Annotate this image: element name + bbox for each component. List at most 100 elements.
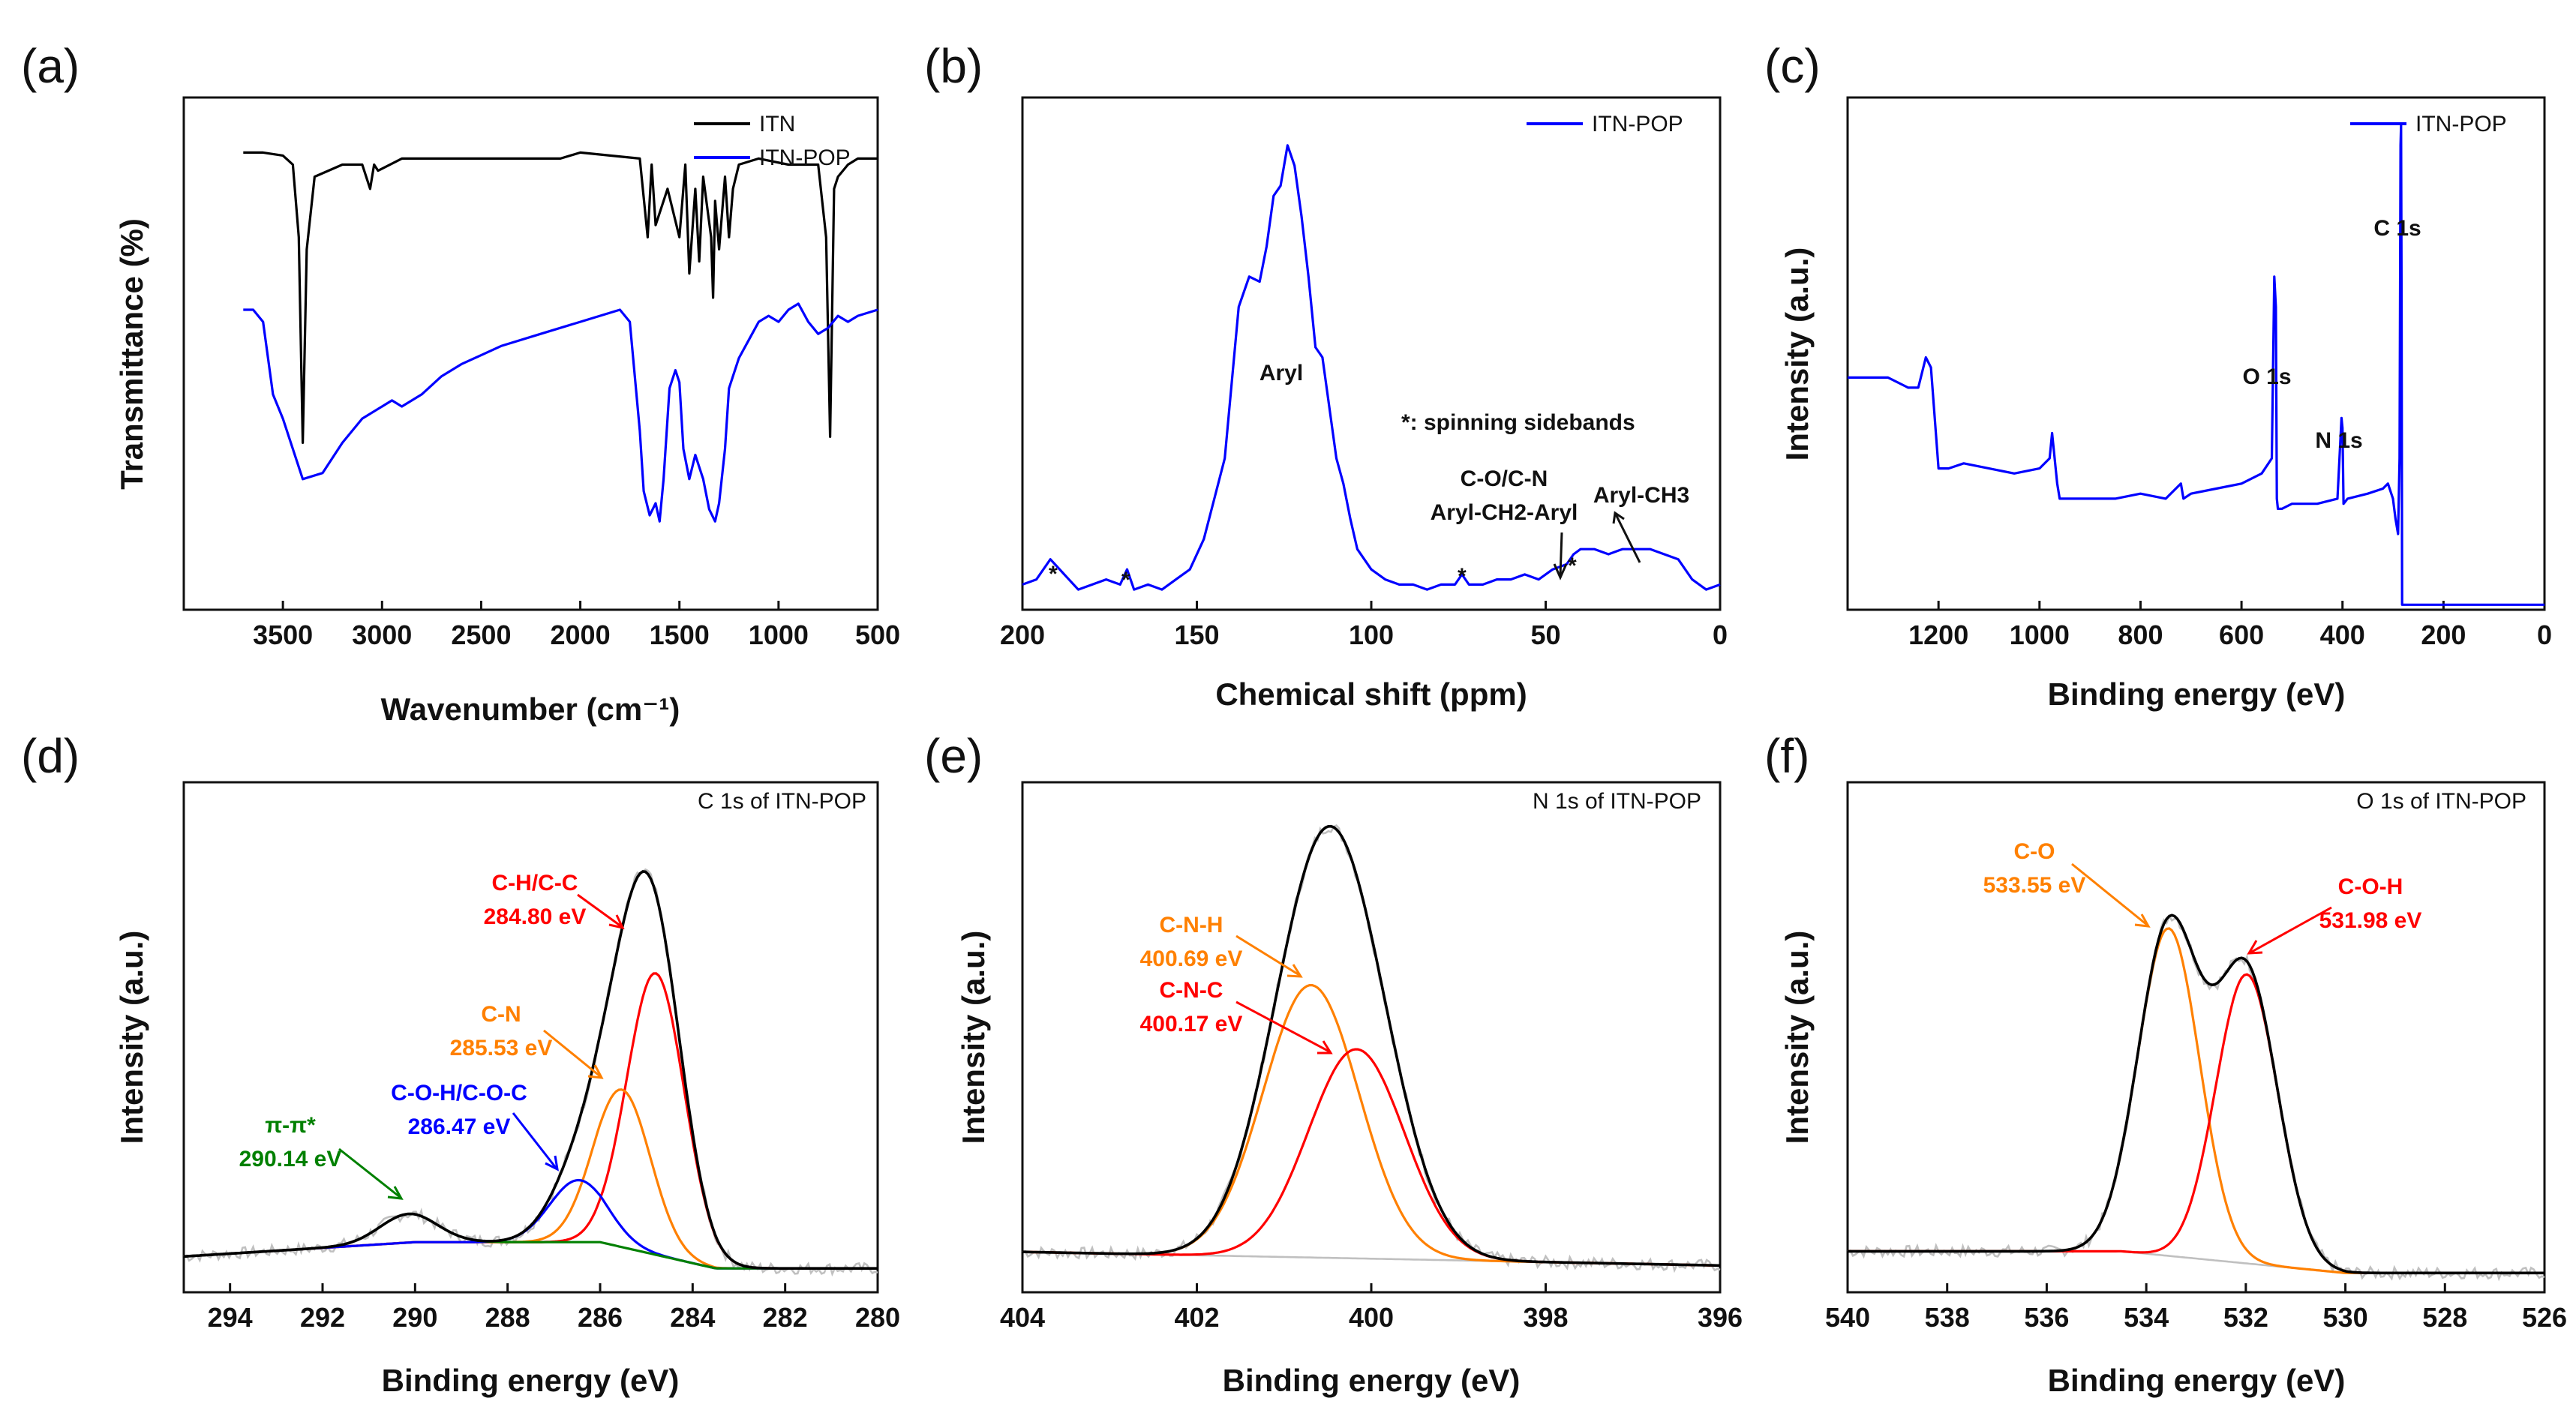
x-tick-label: 0 (2537, 620, 2552, 650)
annotation-co-cn: C-O/C-N (1461, 466, 1548, 491)
x-tick-label: 2000 (551, 620, 611, 650)
panel-label-b: (b) (924, 39, 983, 93)
arrowhead-cn (587, 1064, 604, 1079)
y-axis-label-f: Intensity (a.u.) (1779, 931, 1815, 1144)
x-tick-label: 528 (2422, 1302, 2467, 1333)
fit-envelope (1022, 824, 1720, 1268)
sideband-marker: * (1049, 562, 1058, 586)
x-tick-label: 1000 (749, 620, 809, 650)
x-tick-label: 600 (2219, 620, 2264, 650)
panel-b: (b) 200 150 100 50 0 ITN-POP Aryl *: spinnin… (924, 39, 1728, 712)
plot-frame-f (1846, 781, 2546, 1294)
x-tick-label: 200 (1000, 620, 1045, 650)
annotation-co-value: 533.55 eV (1983, 873, 2086, 898)
arrowhead-co-cn (1553, 563, 1568, 580)
x-tick-label: 1000 (2010, 620, 2070, 650)
arrow-aryl-ch3 (1614, 512, 1641, 563)
x-axis-d: 294 292 290 288 286 284 282 280 (208, 1283, 900, 1333)
peak-fits-d (183, 868, 878, 1277)
x-axis-label-a: Wavenumber (cm⁻¹) (381, 692, 680, 727)
arrow-co (2071, 862, 2148, 926)
sideband-marker: * (1121, 568, 1130, 592)
plot-frame-a (182, 96, 879, 611)
arrow-cnh (1235, 934, 1300, 976)
x-tick-label: 0 (1713, 620, 1728, 650)
experimental-trace (183, 868, 878, 1277)
annotation-pi-pi-value: 290.14 eV (239, 1147, 342, 1172)
panel-d: (d) 294 292 290 288 286 284 282 280 C 1s of ITN… (21, 729, 900, 1398)
annotation-coh-coc-value: 286.47 eV (408, 1114, 511, 1139)
series-itn-pop-line (243, 302, 878, 523)
x-tick-label: 396 (1698, 1302, 1743, 1333)
x-tick-label: 398 (1523, 1302, 1568, 1333)
series-itn-pop-survey-line (1848, 124, 2544, 606)
legend-label-c: ITN-POP (2415, 112, 2507, 136)
annotation-coh-value: 531.98 eV (2319, 908, 2422, 933)
annotation-pi-pi: π-π* (265, 1113, 316, 1138)
x-tick-label: 800 (2118, 620, 2163, 650)
arrowhead-pi-pi (387, 1186, 404, 1200)
annotation-aryl-ch3: Aryl-CH3 (1593, 483, 1689, 508)
panel-title-e: N 1s of ITN-POP (1533, 789, 1701, 814)
x-axis-label-b: Chemical shift (ppm) (1215, 676, 1527, 712)
sideband-marker: * (1568, 554, 1577, 578)
x-tick-label: 1500 (650, 620, 710, 650)
panel-title-d: C 1s of ITN-POP (698, 789, 866, 814)
legend-label-b: ITN-POP (1592, 112, 1683, 136)
annotation-aryl-ch2-aryl: Aryl-CH2-Aryl (1431, 500, 1578, 525)
arrow-cnc (1235, 1000, 1330, 1053)
annotation-ch-cc-value: 284.80 eV (484, 904, 587, 929)
x-tick-label: 100 (1349, 620, 1394, 650)
x-axis-label-d: Binding energy (eV) (382, 1363, 680, 1398)
annotation-arrows-b (1553, 511, 1641, 580)
peak-label-c1s: C 1s (2373, 216, 2421, 241)
arrowhead-aryl-ch3 (1612, 511, 1625, 524)
x-tick-label: 288 (485, 1302, 530, 1333)
series-itn-line (243, 151, 878, 444)
x-tick-label: 400 (1349, 1302, 1394, 1333)
peak-label-o1s: O 1s (2242, 364, 2291, 389)
fit-envelope (1848, 914, 2544, 1275)
series-itn-pop-nmr-line (1022, 144, 1721, 591)
annotation-coh-coc: C-O-H/C-O-C (391, 1081, 527, 1106)
arrow-ch-cc (577, 893, 622, 928)
panel-label-a: (a) (21, 39, 80, 93)
x-tick-label: 200 (2421, 620, 2466, 650)
annotation-cnh-value: 400.69 eV (1140, 946, 1243, 971)
x-tick-label: 534 (2124, 1302, 2169, 1333)
panel-label-e: (e) (924, 729, 983, 783)
annotation-aryl: Aryl (1259, 361, 1303, 386)
annotation-cnc: C-N-C (1160, 978, 1223, 1003)
panel-a: (a) 3500 3000 2500 2000 1500 1000 500 ITN ITN-… (21, 39, 900, 727)
annotation-cnc-value: 400.17 eV (1140, 1012, 1243, 1036)
y-axis-label-d: Intensity (a.u.) (114, 931, 149, 1144)
panel-label-d: (d) (21, 729, 80, 783)
panel-e: (e) 404 402 400 398 396 N 1s of ITN-POP C-N-… (924, 729, 1743, 1398)
peak-fit-c-o-h (1848, 973, 2544, 1274)
y-axis-label-a: Transmittance (%) (114, 218, 149, 490)
x-tick-label: 540 (1825, 1302, 1870, 1333)
arrowhead-cnc (1317, 1040, 1333, 1054)
experimental-trace (1847, 914, 2545, 1282)
background-line (1848, 1250, 2544, 1274)
annotation-arrows-f (2071, 862, 2332, 955)
plot-frame-e (1021, 781, 1722, 1294)
peak-label-n1s: N 1s (2315, 428, 2362, 453)
arrowhead-ch-cc (608, 914, 625, 930)
peak-fit-c-n-c (1022, 1048, 1720, 1267)
x-tick-label: 3500 (253, 620, 313, 650)
annotation-cnh: C-N-H (1160, 913, 1223, 938)
arrow-pi-pi (338, 1148, 401, 1198)
legend-a: ITN ITN-POP (694, 112, 851, 170)
annotation-co: C-O (2014, 839, 2055, 864)
arrow-cn (543, 1029, 601, 1078)
arrowhead-coh-coc (545, 1155, 559, 1172)
x-tick-label: 404 (1000, 1302, 1045, 1333)
x-tick-label: 400 (2320, 620, 2365, 650)
annotation-arrows-d (338, 893, 625, 1200)
panel-label-f: (f) (1764, 729, 1809, 783)
peak-fit-c-n-h (1022, 984, 1720, 1267)
peak-fit-c-o (1848, 927, 2544, 1274)
y-axis-label-c: Intensity (a.u.) (1779, 248, 1815, 461)
